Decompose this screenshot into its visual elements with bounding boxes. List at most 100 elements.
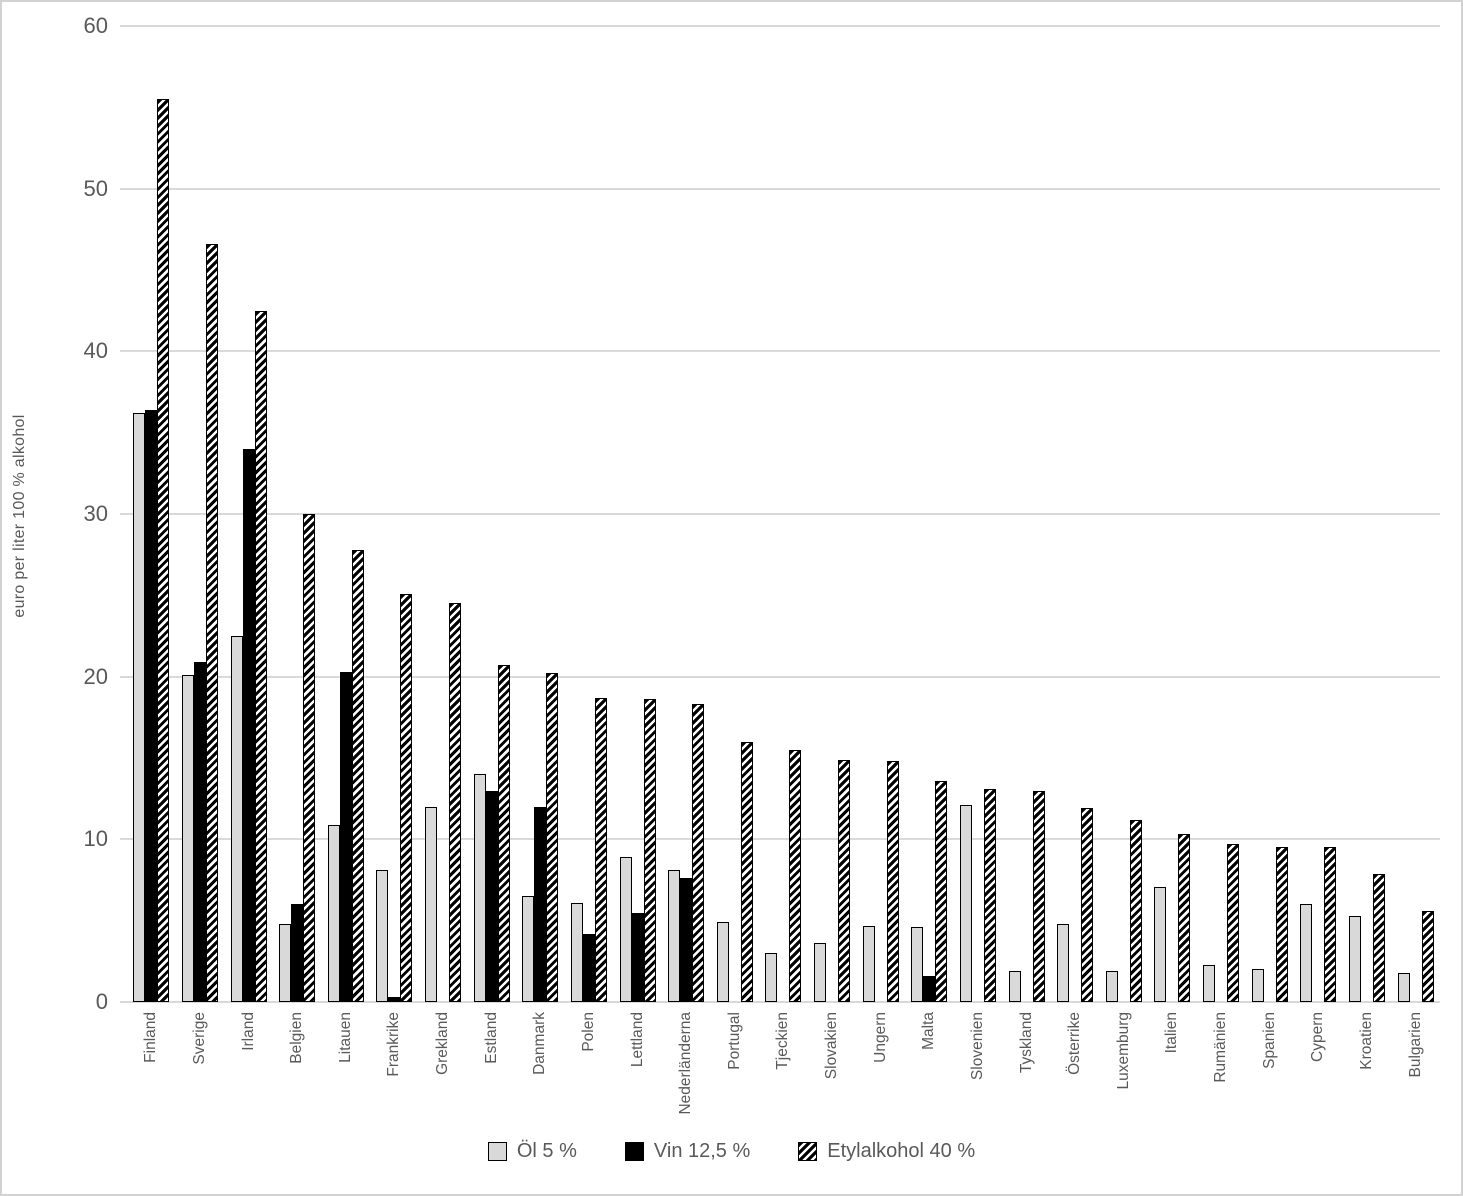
x-cell-österrike: Österrike bbox=[1051, 1006, 1100, 1156]
bar-litauen-series2 bbox=[351, 549, 364, 1002]
bar-nederländerna-series1 bbox=[680, 878, 693, 1002]
x-cell-irland: Irland bbox=[224, 1006, 273, 1156]
bar-cypern-series2 bbox=[1324, 847, 1337, 1002]
legend-label-etylalkohol: Etylalkohol 40 % bbox=[827, 1140, 976, 1162]
x-cell-italien: Italien bbox=[1148, 1006, 1197, 1156]
bar-nederländerna-series0 bbox=[668, 870, 681, 1002]
x-cell-spanien: Spanien bbox=[1245, 1006, 1294, 1156]
bar-italien-series0 bbox=[1154, 886, 1167, 1002]
bar-malta-series1 bbox=[923, 975, 936, 1002]
bar-österrike-series0 bbox=[1057, 923, 1070, 1002]
bar-group-grekland bbox=[419, 26, 468, 1002]
bar-slovakien-series2 bbox=[838, 759, 851, 1002]
x-cell-lettland: Lettland bbox=[613, 1006, 662, 1156]
gridline-60 bbox=[120, 25, 1440, 27]
bar-group-nederländerna bbox=[662, 26, 711, 1002]
x-cell-sverige: Sverige bbox=[176, 1006, 225, 1156]
bar-danmark-series0 bbox=[522, 896, 535, 1002]
bar-belgien-series0 bbox=[279, 923, 292, 1002]
bar-nederländerna-series2 bbox=[692, 704, 705, 1002]
x-cell-kroatien: Kroatien bbox=[1343, 1006, 1392, 1156]
bar-spanien-series2 bbox=[1275, 847, 1288, 1002]
bar-group-bulgarien bbox=[1391, 26, 1440, 1002]
bar-frankrike-series1 bbox=[388, 997, 401, 1002]
y-tick-label-40: 40 bbox=[83, 338, 108, 364]
bar-grekland-series2 bbox=[449, 603, 462, 1002]
bar-spanien-series0 bbox=[1251, 969, 1264, 1002]
bar-group-litauen bbox=[322, 26, 371, 1002]
bar-danmark-series2 bbox=[546, 673, 559, 1002]
bar-group-slovakien bbox=[808, 26, 857, 1002]
bar-irland-series1 bbox=[242, 448, 255, 1002]
x-cell-cypern: Cypern bbox=[1294, 1006, 1343, 1156]
x-category-label: Cypern bbox=[1309, 1012, 1327, 1062]
bar-malta-series0 bbox=[911, 927, 924, 1002]
bar-rumänien-series2 bbox=[1227, 844, 1240, 1002]
bar-belgien-series2 bbox=[303, 514, 316, 1002]
x-category-label: Slovenien bbox=[968, 1012, 986, 1081]
x-category-label: Lettland bbox=[628, 1012, 646, 1068]
bar-sverige-series0 bbox=[181, 675, 194, 1002]
bar-group-danmark bbox=[516, 26, 565, 1002]
legend-label-ol: Öl 5 % bbox=[516, 1140, 577, 1162]
bar-group-estland bbox=[467, 26, 516, 1002]
bar-estland-series0 bbox=[473, 774, 486, 1002]
bar-group-kroatien bbox=[1343, 26, 1392, 1002]
x-category-label: Nederländerna bbox=[677, 1012, 695, 1115]
bar-group-österrike bbox=[1051, 26, 1100, 1002]
bar-rumänien-series0 bbox=[1203, 964, 1216, 1002]
x-cell-belgien: Belgien bbox=[273, 1006, 322, 1156]
bar-estland-series1 bbox=[485, 790, 498, 1002]
bar-estland-series2 bbox=[497, 665, 510, 1002]
legend-item-ol: Öl 5 % bbox=[487, 1140, 577, 1163]
x-category-label: Frankrike bbox=[385, 1012, 403, 1077]
bar-litauen-series0 bbox=[327, 824, 340, 1002]
bar-group-italien bbox=[1148, 26, 1197, 1002]
x-category-label: Ungern bbox=[871, 1012, 889, 1063]
y-tick-label-10: 10 bbox=[83, 826, 108, 852]
bar-group-finland bbox=[127, 26, 176, 1002]
x-category-label: Portugal bbox=[725, 1012, 743, 1070]
x-cell-ungern: Ungern bbox=[856, 1006, 905, 1156]
bar-cypern-series0 bbox=[1300, 904, 1313, 1002]
x-category-label: Grekland bbox=[434, 1012, 452, 1075]
bar-polen-series0 bbox=[570, 902, 583, 1002]
x-cell-tjeckien: Tjeckien bbox=[759, 1006, 808, 1156]
bar-grekland-series0 bbox=[425, 806, 438, 1002]
bar-luxemburg-series2 bbox=[1129, 819, 1142, 1002]
y-tick-label-20: 20 bbox=[83, 663, 108, 689]
x-cell-litauen: Litauen bbox=[322, 1006, 371, 1156]
x-category-label: Malta bbox=[920, 1012, 938, 1050]
gridline-layer bbox=[120, 25, 1440, 1003]
x-category-label: Italien bbox=[1163, 1012, 1181, 1054]
bar-tjeckien-series2 bbox=[789, 749, 802, 1002]
y-tick-layer: 0 10 20 30 40 50 60 bbox=[2, 15, 108, 1013]
x-category-label: Finland bbox=[142, 1012, 160, 1063]
legend-label-vin: Vin 12,5 % bbox=[653, 1140, 751, 1162]
bar-group-cypern bbox=[1294, 26, 1343, 1002]
gridline-50 bbox=[120, 187, 1440, 190]
bar-lettland-series1 bbox=[631, 912, 644, 1002]
x-category-label: Bulgarien bbox=[1406, 1012, 1424, 1078]
x-cell-estland: Estland bbox=[467, 1006, 516, 1156]
legend-swatch-ol bbox=[487, 1142, 507, 1161]
bar-luxemburg-series0 bbox=[1105, 971, 1118, 1002]
gridline-0 bbox=[120, 1001, 1440, 1003]
bar-finland-series0 bbox=[133, 413, 146, 1002]
bar-sverige-series1 bbox=[193, 662, 206, 1002]
x-cell-tyskland: Tyskland bbox=[1002, 1006, 1051, 1156]
bar-frankrike-series2 bbox=[400, 593, 413, 1002]
x-category-label: Tjeckien bbox=[774, 1012, 792, 1070]
bar-tyskland-series0 bbox=[1008, 971, 1021, 1002]
bar-finland-series1 bbox=[145, 409, 158, 1002]
bar-irland-series2 bbox=[254, 310, 267, 1002]
legend: Öl 5 % Vin 12,5 % Etylalkohol 40 % bbox=[2, 1140, 1461, 1163]
bar-group-belgien bbox=[273, 26, 322, 1002]
bar-finland-series2 bbox=[157, 99, 170, 1002]
bar-belgien-series1 bbox=[291, 904, 304, 1002]
x-cell-danmark: Danmark bbox=[516, 1006, 565, 1156]
legend-swatch-vin bbox=[624, 1142, 644, 1161]
bar-polen-series1 bbox=[582, 933, 595, 1002]
bar-portugal-series0 bbox=[716, 922, 729, 1002]
x-category-label: Polen bbox=[579, 1012, 597, 1052]
